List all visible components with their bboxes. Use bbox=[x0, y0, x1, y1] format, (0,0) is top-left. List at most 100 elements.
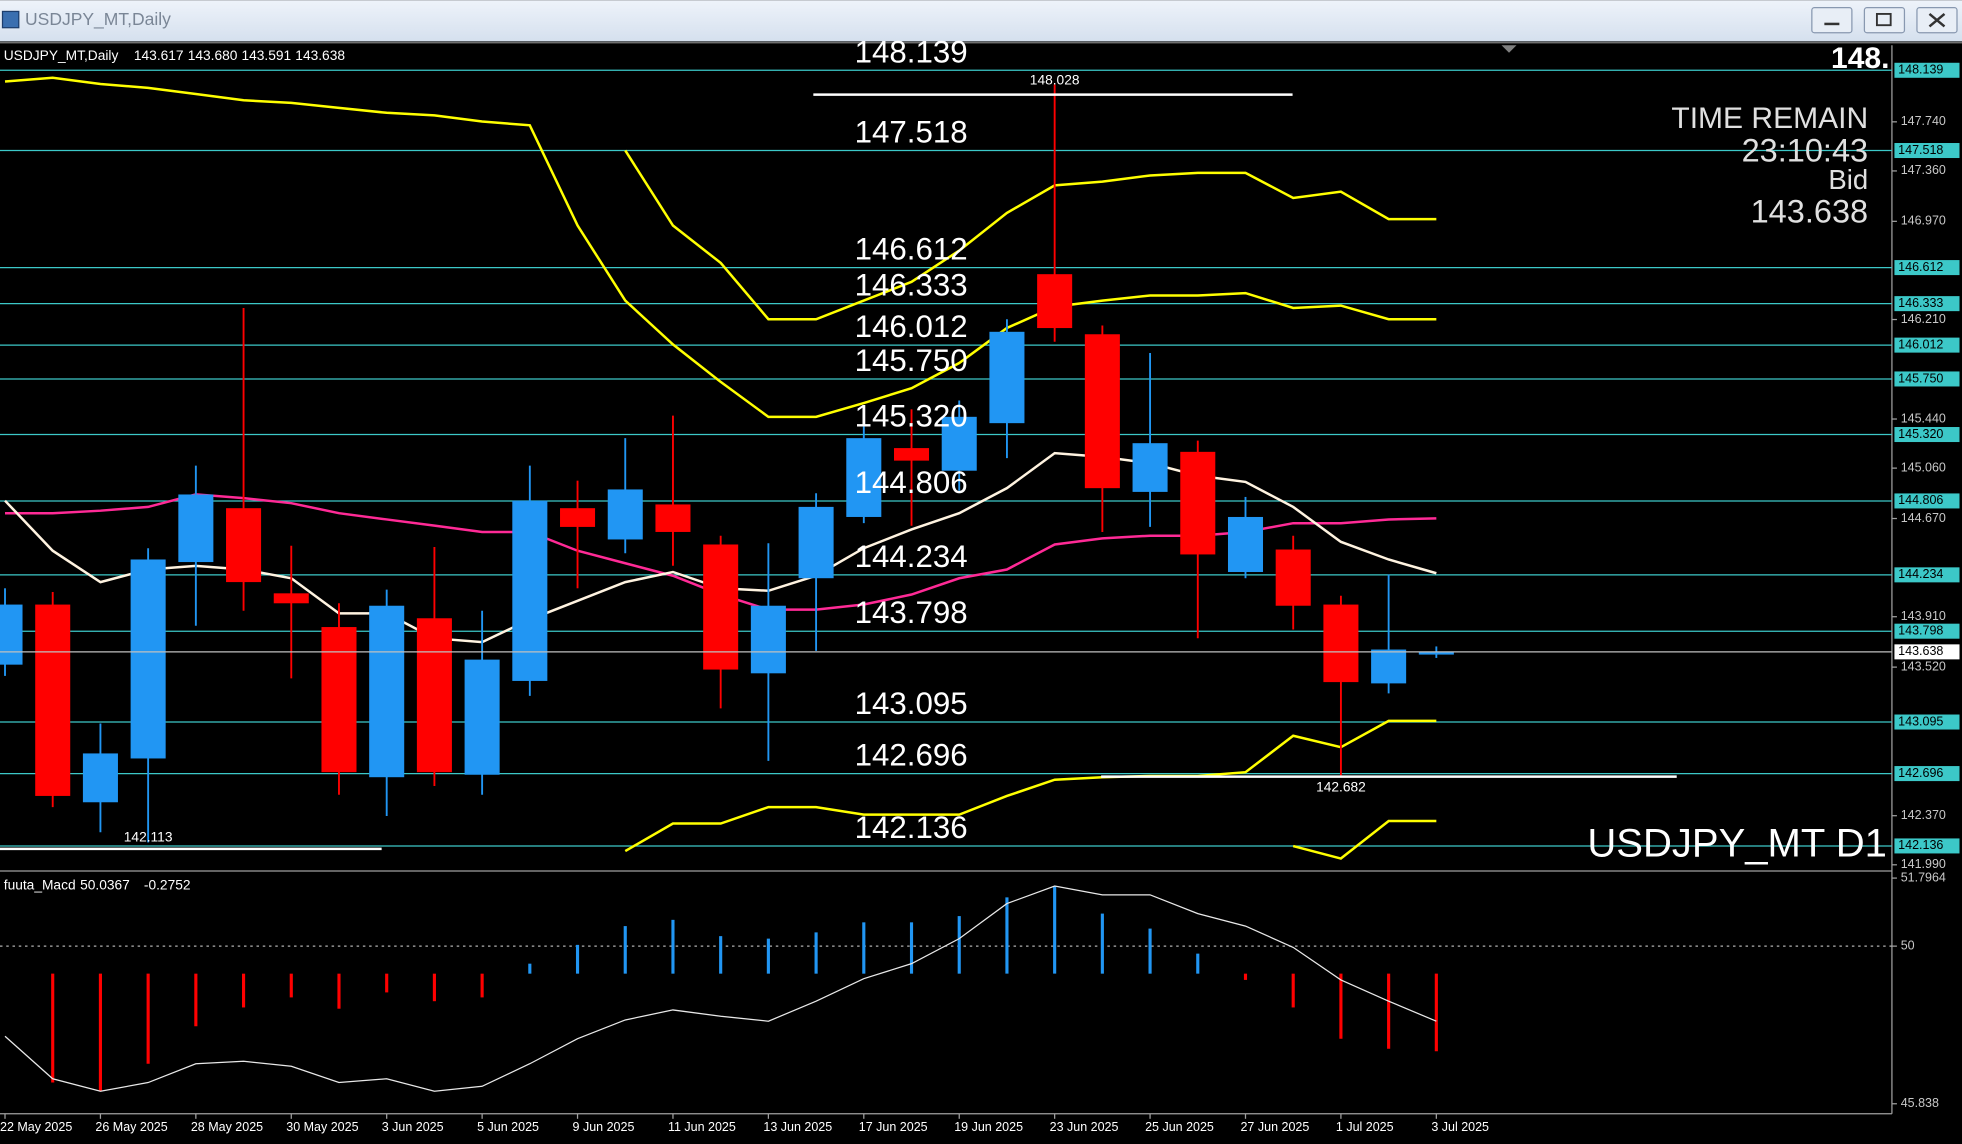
x-tick-label: 13 Jun 2025 bbox=[763, 1120, 832, 1134]
candle-body bbox=[989, 331, 1025, 424]
x-tick-label: 27 Jun 2025 bbox=[1240, 1120, 1309, 1134]
ohlc-label: 143.638 bbox=[295, 48, 345, 63]
level-label: 144.234 bbox=[855, 539, 968, 574]
macd-panel bbox=[0, 885, 1892, 1092]
restore-button[interactable] bbox=[1863, 7, 1906, 34]
macd-value: 50.0367 bbox=[80, 878, 130, 893]
indicator-line bbox=[624, 149, 1437, 321]
level-price-label: 143.798 bbox=[1898, 623, 1943, 637]
level-label: 143.798 bbox=[855, 595, 968, 630]
candle-body bbox=[798, 506, 834, 579]
y-tick-label: 141.990 bbox=[1901, 857, 1946, 871]
indicator-line bbox=[4, 76, 1437, 419]
candle-body bbox=[464, 659, 500, 775]
level-label: 146.012 bbox=[855, 309, 968, 344]
candle-body bbox=[1180, 451, 1216, 555]
candle-body bbox=[226, 508, 262, 583]
time-remain: 23:10:43 bbox=[1742, 132, 1869, 168]
level-price-label: 145.750 bbox=[1898, 371, 1943, 385]
y-tick-label: 144.670 bbox=[1901, 511, 1946, 525]
chart-header-title: USDJPY_MT,Daily bbox=[4, 48, 119, 63]
current-price-box bbox=[1894, 644, 1960, 660]
x-tick-label: 5 Jun 2025 bbox=[477, 1120, 539, 1134]
x-tick-label: 30 May 2025 bbox=[286, 1120, 358, 1134]
y-tick-label: 142.370 bbox=[1901, 808, 1946, 822]
x-tick-label: 28 May 2025 bbox=[191, 1120, 263, 1134]
x-tick-label: 22 May 2025 bbox=[0, 1120, 72, 1134]
candle-body bbox=[1323, 604, 1359, 683]
level-price-box bbox=[1894, 371, 1960, 387]
candle-body bbox=[369, 605, 405, 778]
candle-body bbox=[846, 438, 882, 517]
y-tick-label: 143.910 bbox=[1901, 609, 1946, 623]
restore-icon bbox=[1875, 12, 1892, 27]
overlay: USDJPY_MT,Daily TIME REMAIN 23:10:43 Bid… bbox=[0, 34, 1960, 1134]
x-tick-label: 1 Jul 2025 bbox=[1336, 1120, 1394, 1134]
level-label: 145.750 bbox=[855, 343, 968, 378]
level-price-label: 144.234 bbox=[1898, 567, 1943, 581]
macd-tick-label: 45.838 bbox=[1901, 1096, 1939, 1110]
candle-body bbox=[273, 593, 309, 604]
level-label: 145.320 bbox=[855, 399, 968, 434]
chart-background bbox=[0, 41, 1962, 1144]
level-price-box bbox=[1894, 567, 1960, 583]
close-icon bbox=[1928, 12, 1946, 28]
level-price-box bbox=[1894, 260, 1960, 276]
level-price-box bbox=[1894, 766, 1960, 782]
level-price-box bbox=[1894, 838, 1960, 854]
candle-body bbox=[1275, 549, 1311, 606]
level-price-label: 143.095 bbox=[1898, 714, 1943, 728]
y-tick-label: 143.520 bbox=[1901, 659, 1946, 673]
candle-body bbox=[703, 544, 739, 670]
level-price-label: 144.806 bbox=[1898, 493, 1943, 507]
indicator-line bbox=[1292, 819, 1437, 860]
candle-body bbox=[1037, 274, 1073, 329]
title-bar bbox=[0, 0, 1962, 42]
x-tick-label: 23 Jun 2025 bbox=[1050, 1120, 1119, 1134]
candle-body bbox=[321, 627, 357, 773]
corner-price: 148. bbox=[1831, 42, 1889, 75]
macd-value: -0.2752 bbox=[144, 878, 191, 893]
candle-body bbox=[178, 494, 214, 563]
level-label: 144.806 bbox=[855, 465, 968, 500]
candle-body bbox=[655, 504, 691, 532]
x-tick-label: 11 Jun 2025 bbox=[668, 1120, 736, 1134]
window-icon bbox=[1, 10, 20, 29]
macd-tick-label: 51.7964 bbox=[1901, 870, 1946, 884]
level-price-label: 142.136 bbox=[1898, 838, 1943, 852]
candle-body bbox=[130, 559, 166, 759]
high-label: 148.028 bbox=[1030, 73, 1080, 88]
level-price-box bbox=[1894, 427, 1960, 443]
candle-body bbox=[1371, 649, 1407, 684]
level-label: 142.136 bbox=[855, 810, 968, 845]
ohlc-label: 143.617 bbox=[134, 48, 184, 63]
indicator-line bbox=[624, 719, 1437, 853]
level-label: 146.333 bbox=[855, 268, 968, 303]
level-price-box bbox=[1894, 623, 1960, 639]
minimize-button[interactable] bbox=[1811, 7, 1853, 34]
candle-body bbox=[560, 508, 596, 527]
symbol-label: USDJPY_MT D1 bbox=[1587, 822, 1887, 866]
macd-tick-label: 50 bbox=[1901, 938, 1915, 952]
level-price-label: 147.518 bbox=[1898, 143, 1943, 157]
bid-value: 143.638 bbox=[1751, 194, 1869, 230]
y-tick-label: 145.060 bbox=[1901, 460, 1946, 474]
level-price-label: 148.139 bbox=[1898, 63, 1943, 77]
y-tick-label: 145.440 bbox=[1901, 411, 1946, 425]
y-tick-label: 146.970 bbox=[1901, 214, 1946, 228]
candle-body bbox=[0, 604, 23, 665]
level-label: 146.612 bbox=[855, 232, 968, 267]
y-tick-label: 147.360 bbox=[1901, 163, 1946, 177]
level-price-box bbox=[1894, 62, 1960, 78]
x-tick-label: 17 Jun 2025 bbox=[859, 1120, 928, 1134]
level-label: 148.139 bbox=[855, 34, 968, 69]
level-price-box bbox=[1894, 337, 1960, 353]
candle-body bbox=[750, 605, 786, 674]
x-tick-label: 25 Jun 2025 bbox=[1145, 1120, 1214, 1134]
candle-body bbox=[1418, 651, 1454, 655]
macd-line bbox=[4, 885, 1437, 1092]
level-price-label: 142.696 bbox=[1898, 766, 1943, 780]
window-buttons bbox=[1811, 7, 1958, 34]
